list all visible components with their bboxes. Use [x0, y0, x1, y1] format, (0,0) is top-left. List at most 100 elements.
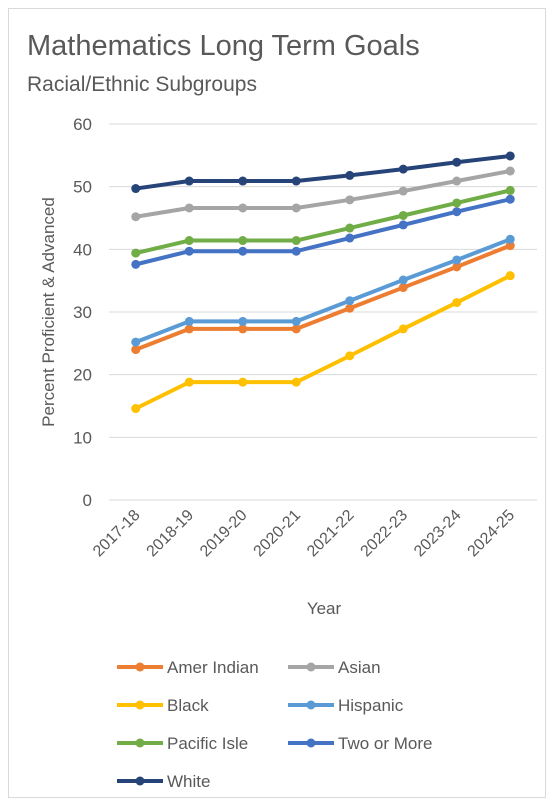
y-tick-label: 30 — [73, 303, 92, 322]
data-point — [238, 203, 248, 213]
data-point — [131, 404, 141, 414]
data-point — [131, 184, 141, 194]
x-tick-label: 2021-22 — [304, 507, 358, 561]
x-tick-label: 2019-20 — [197, 507, 251, 561]
data-point — [398, 275, 408, 285]
chart-frame — [8, 8, 546, 798]
x-tick-label: 2017-18 — [90, 507, 144, 561]
data-point — [345, 351, 355, 361]
data-point — [131, 345, 141, 355]
y-axis-label: Percent Proficient & Advanced — [39, 197, 58, 427]
data-point — [238, 377, 248, 387]
series-line — [133, 169, 513, 219]
legend-label: Pacific Isle — [167, 734, 248, 753]
data-point — [131, 259, 141, 269]
data-point — [238, 324, 248, 334]
legend-item: Pacific Isle — [117, 734, 248, 753]
series-lines — [131, 151, 515, 414]
y-tick-label: 0 — [83, 491, 92, 510]
legend-item: Asian — [288, 658, 381, 677]
y-tick-label: 10 — [73, 428, 92, 447]
data-point — [398, 324, 408, 334]
data-point — [184, 176, 194, 186]
y-tick-label: 60 — [73, 115, 92, 134]
data-point — [238, 236, 248, 246]
data-point — [452, 198, 462, 208]
data-point — [452, 207, 462, 217]
data-point — [345, 223, 355, 233]
legend-label: Two or More — [338, 734, 432, 753]
legend-item: White — [117, 772, 210, 791]
x-tick-label: 2020-21 — [251, 507, 305, 561]
data-point — [345, 195, 355, 205]
data-point — [452, 262, 462, 272]
data-point — [398, 186, 408, 196]
data-point — [131, 248, 141, 258]
series-line — [133, 237, 513, 345]
data-point — [452, 157, 462, 167]
series-amer-indian — [131, 241, 515, 355]
data-point — [238, 246, 248, 256]
legend-swatch-marker — [135, 662, 145, 672]
data-point — [505, 234, 515, 244]
data-point — [345, 303, 355, 313]
data-point — [291, 377, 301, 387]
legend-label: White — [167, 772, 210, 791]
legend-item: Hispanic — [288, 696, 404, 715]
series-hispanic — [131, 234, 515, 347]
legend-label: Asian — [338, 658, 381, 677]
y-axis-ticks: 0 10 20 30 40 50 60 — [73, 115, 92, 510]
series-two-or-more — [131, 194, 515, 269]
series-line — [133, 188, 513, 256]
data-point — [291, 176, 301, 186]
legend-label: Black — [167, 696, 209, 715]
data-point — [184, 316, 194, 326]
legend-swatch-marker — [135, 738, 145, 748]
data-point — [505, 185, 515, 195]
x-axis-ticks: 2017-18 2018-19 2019-20 2020-21 2021-22 2022-… — [90, 507, 518, 561]
series-asian — [131, 166, 515, 222]
series-white — [131, 151, 515, 194]
data-point — [398, 164, 408, 174]
data-point — [238, 176, 248, 186]
legend-swatch-marker — [135, 776, 145, 786]
data-point — [238, 316, 248, 326]
series-line — [133, 243, 513, 352]
y-tick-label: 50 — [73, 178, 92, 197]
legend-label: Hispanic — [338, 696, 404, 715]
data-point — [398, 283, 408, 293]
data-point — [184, 203, 194, 213]
series-line — [133, 273, 513, 411]
x-tick-label: 2023-24 — [411, 507, 465, 561]
data-point — [184, 324, 194, 334]
data-point — [184, 377, 194, 387]
series-pacific-isle — [131, 185, 515, 258]
legend-label: Amer Indian — [167, 658, 259, 677]
series-line — [133, 153, 513, 191]
data-point — [452, 298, 462, 308]
x-axis-label: Year — [307, 599, 342, 618]
legend-swatch-marker — [306, 738, 316, 748]
data-point — [345, 170, 355, 180]
x-tick-label: 2018-19 — [144, 507, 198, 561]
data-point — [398, 220, 408, 230]
data-point — [184, 236, 194, 246]
data-point — [452, 176, 462, 186]
legend-swatch-marker — [306, 700, 316, 710]
x-tick-label: 2024-25 — [465, 507, 519, 561]
data-point — [505, 194, 515, 204]
data-point — [345, 233, 355, 243]
series-line — [133, 197, 513, 267]
data-point — [131, 212, 141, 222]
data-point — [398, 210, 408, 220]
data-point — [505, 151, 515, 161]
data-point — [505, 241, 515, 251]
series-black — [131, 271, 515, 414]
chart-subtitle: Racial/Ethnic Subgroups — [27, 73, 257, 96]
data-point — [452, 255, 462, 265]
data-point — [291, 246, 301, 256]
data-point — [184, 246, 194, 256]
legend-item: Two or More — [288, 734, 432, 753]
data-point — [345, 296, 355, 306]
data-point — [131, 337, 141, 347]
